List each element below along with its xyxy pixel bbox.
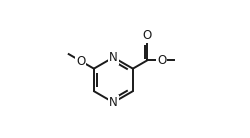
- Text: N: N: [109, 51, 118, 64]
- Text: O: O: [157, 54, 166, 67]
- Text: O: O: [143, 29, 152, 42]
- Text: N: N: [109, 96, 118, 109]
- Text: O: O: [76, 55, 85, 67]
